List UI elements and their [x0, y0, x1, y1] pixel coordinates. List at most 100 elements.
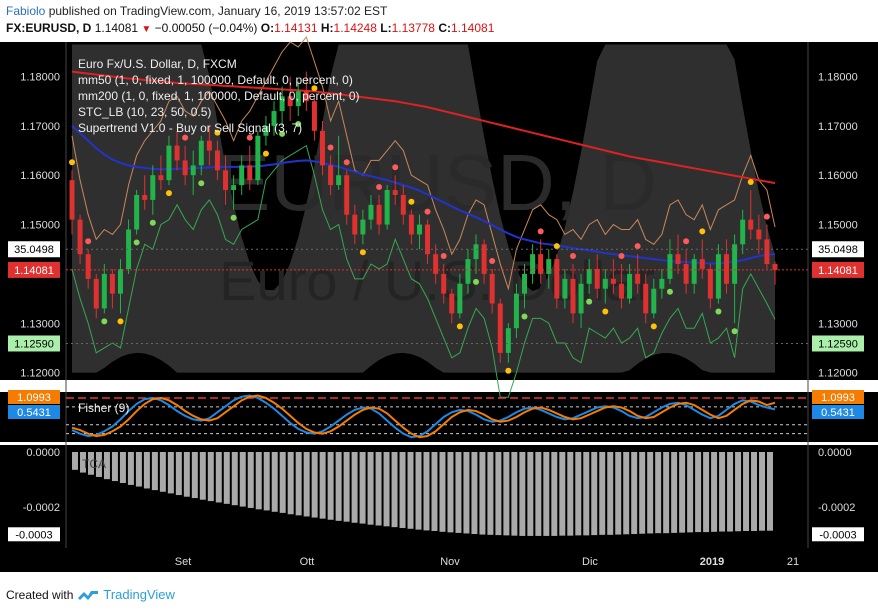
signal-dot — [295, 121, 302, 128]
signal-dot — [343, 159, 350, 166]
y-tick-right: 1.13000 — [818, 318, 858, 330]
signal-dot — [715, 308, 722, 315]
candle-body — [223, 170, 229, 191]
candle-body — [457, 283, 463, 314]
tradingview-brand[interactable]: TradingView — [103, 587, 175, 602]
price-badge-right-text: 35.0498 — [818, 244, 858, 256]
tca-bar — [583, 452, 590, 536]
tca-bar — [439, 452, 446, 532]
close-label: C: — [438, 21, 451, 35]
price-badge-right-text: 1.14081 — [818, 265, 858, 277]
tca-bar — [367, 452, 374, 525]
tca-bar — [407, 452, 414, 529]
candle-body — [748, 219, 754, 230]
x-tick: 2019 — [700, 556, 724, 568]
signal-dot — [165, 190, 172, 197]
tca-bar — [87, 452, 94, 475]
y-tick-left: 1.17000 — [20, 121, 60, 133]
footer: Created with TradingView — [6, 587, 175, 602]
candle-body — [263, 125, 269, 136]
candle-body — [392, 190, 398, 195]
tca-bar — [743, 452, 750, 531]
tca-bar — [711, 452, 718, 532]
tca-bar — [535, 452, 542, 536]
signal-dot — [408, 198, 415, 205]
price-badge-left — [8, 335, 60, 352]
tca-bar — [327, 452, 334, 520]
candle-body — [198, 140, 204, 166]
candle-body — [158, 175, 164, 181]
signal-dot — [392, 164, 399, 171]
candle-body — [667, 254, 673, 279]
tca-bar — [399, 452, 406, 528]
tca-bar — [719, 452, 726, 532]
mm200-line — [71, 70, 776, 185]
candle-body — [594, 268, 600, 289]
tca-bar — [767, 452, 773, 531]
tca-badge-right — [812, 527, 864, 542]
candle-body — [643, 283, 649, 314]
tca-bar — [679, 452, 686, 533]
candle-body — [117, 268, 123, 294]
signal-dot — [731, 328, 738, 335]
y-tick-left: 1.12000 — [20, 368, 60, 380]
tca-bar — [135, 452, 142, 487]
tca-bar — [72, 452, 78, 470]
tca-bar — [655, 452, 662, 534]
signal-dot — [85, 238, 92, 245]
candle-body — [425, 224, 431, 255]
y-tick-left: 1.18000 — [20, 72, 60, 84]
tca-bar — [255, 452, 262, 510]
signal-dot — [214, 129, 221, 136]
tca-bar — [183, 452, 190, 497]
signal-dot — [424, 208, 431, 215]
candle-body — [126, 229, 132, 269]
candle-body — [578, 283, 584, 314]
signal-dot — [101, 318, 108, 325]
tca-bar — [511, 452, 518, 536]
signal-dot — [279, 130, 286, 137]
candle-body — [255, 135, 261, 181]
signal-dot — [747, 179, 754, 186]
legend-line-4: Supertrend V1.0 - Buy or Sell Signal (3,… — [78, 121, 302, 135]
fisher-badge-right — [812, 405, 864, 419]
tca-bar — [639, 452, 646, 534]
high-label: H: — [320, 21, 334, 35]
tca-bar — [519, 452, 526, 536]
publish-text: published on TradingView.com, January 16… — [48, 4, 388, 18]
price-badge-left-text: 35.0498 — [14, 244, 54, 256]
candle-body — [635, 273, 641, 284]
candle-body — [206, 140, 212, 151]
tca-bar — [143, 452, 150, 489]
signal-dot — [699, 228, 706, 235]
signal-dot — [359, 249, 366, 256]
fisher-badge-left-text: 1.0993 — [17, 392, 51, 404]
candle-body — [311, 101, 317, 131]
tca-bar — [663, 452, 670, 534]
tca-bar — [383, 452, 390, 527]
signal-dot — [440, 253, 447, 260]
signal-dot — [376, 183, 383, 190]
signal-dot — [311, 85, 318, 92]
candle-body — [174, 145, 180, 161]
time-axis — [0, 548, 878, 572]
tca-bar — [759, 452, 766, 531]
down-arrow-icon: ▼ — [141, 24, 152, 35]
tradingview-logo-icon — [78, 590, 99, 600]
y-tick-right: 1.15000 — [818, 220, 858, 232]
candle-body — [562, 278, 568, 299]
signal-dot — [69, 159, 75, 166]
tca-bar — [335, 452, 342, 521]
candle-body — [231, 185, 237, 191]
tca-bar — [351, 452, 358, 523]
candle-body — [416, 224, 422, 235]
tca-bar — [447, 452, 454, 533]
tca-bar — [735, 452, 742, 532]
candle-body — [77, 219, 83, 255]
author-link[interactable]: Fabiolo — [6, 4, 46, 18]
tca-bar — [359, 452, 366, 524]
candle-body — [627, 273, 633, 299]
last-price: 1.14081 — [94, 21, 139, 35]
signal-dot — [618, 253, 625, 260]
